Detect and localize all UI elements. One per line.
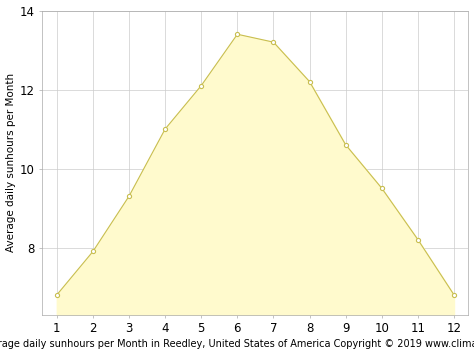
Y-axis label: Average daily sunhours per Month: Average daily sunhours per Month <box>6 73 16 252</box>
X-axis label: Average daily sunhours per Month in Reedley, United States of America Copyright : Average daily sunhours per Month in Reed… <box>0 339 474 349</box>
